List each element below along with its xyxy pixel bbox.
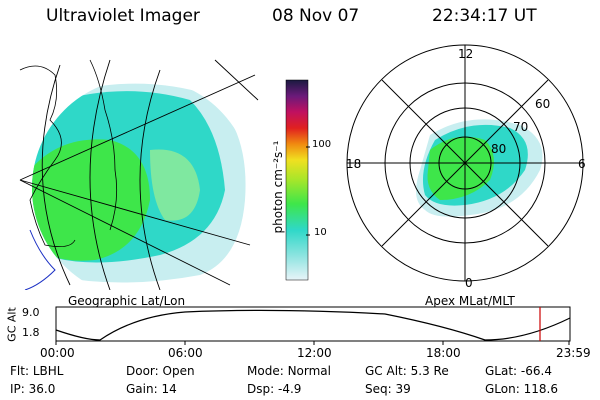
alt-ytick-low: 1.8 xyxy=(22,326,40,339)
right-panel-caption: Apex MLat/MLT xyxy=(425,294,515,308)
info-flt: Flt: LBHL xyxy=(10,364,64,378)
mlt-label-0: 0 xyxy=(465,276,473,290)
colorbar xyxy=(285,79,310,281)
alt-xtick-3: 18:00 xyxy=(426,346,461,360)
info-glat: GLat: -66.4 xyxy=(485,364,552,378)
alt-xtick-2: 12:00 xyxy=(297,346,332,360)
info-mode: Mode: Normal xyxy=(247,364,331,378)
alt-xtick-4: 23:59 xyxy=(556,346,591,360)
date-label: 08 Nov 07 xyxy=(272,6,360,26)
info-gc-alt: GC Alt: 5.3 Re xyxy=(365,364,449,378)
geo-grid xyxy=(19,59,259,290)
left-panel-caption: Geographic Lat/Lon xyxy=(68,294,186,308)
mlat-label-80: 80 xyxy=(491,142,507,156)
geographic-map xyxy=(19,59,259,290)
coastline-blue xyxy=(24,229,56,290)
aurora-emission-geo xyxy=(32,83,246,283)
polar-plot xyxy=(346,44,584,282)
alt-xtick-0: 00:00 xyxy=(40,346,75,360)
alt-ytick-high: 9.0 xyxy=(22,306,40,319)
colorbar-unit-label: photon cm⁻²s⁻¹ xyxy=(271,140,285,234)
alt-xtick-1: 06:00 xyxy=(168,346,203,360)
mlat-label-60: 60 xyxy=(535,97,551,111)
mlt-label-6: 6 xyxy=(578,157,586,171)
info-door: Door: Open xyxy=(126,364,195,378)
mlt-label-18: 18 xyxy=(346,157,362,171)
colorbar-tick-100: 100 xyxy=(312,139,332,150)
colorbar-tick-10: 10 xyxy=(314,227,327,238)
mlat-label-70: 70 xyxy=(513,120,529,134)
info-ip: IP: 36.0 xyxy=(10,382,56,396)
info-dsp: Dsp: -4.9 xyxy=(247,382,302,396)
instrument-title: Ultraviolet Imager xyxy=(46,6,200,26)
alt-ylabel: GC Alt xyxy=(5,307,19,342)
altitude-curve xyxy=(55,309,571,341)
coastline-2 xyxy=(89,59,118,231)
info-glon: GLon: 118.6 xyxy=(485,382,558,396)
polar-grid xyxy=(346,44,584,282)
coastline xyxy=(19,65,76,248)
info-gain: Gain: 14 xyxy=(126,382,177,396)
mlt-label-12: 12 xyxy=(458,47,474,61)
info-seq: Seq: 39 xyxy=(365,382,411,396)
altitude-plot xyxy=(55,306,571,345)
time-label: 22:34:17 UT xyxy=(432,6,537,26)
